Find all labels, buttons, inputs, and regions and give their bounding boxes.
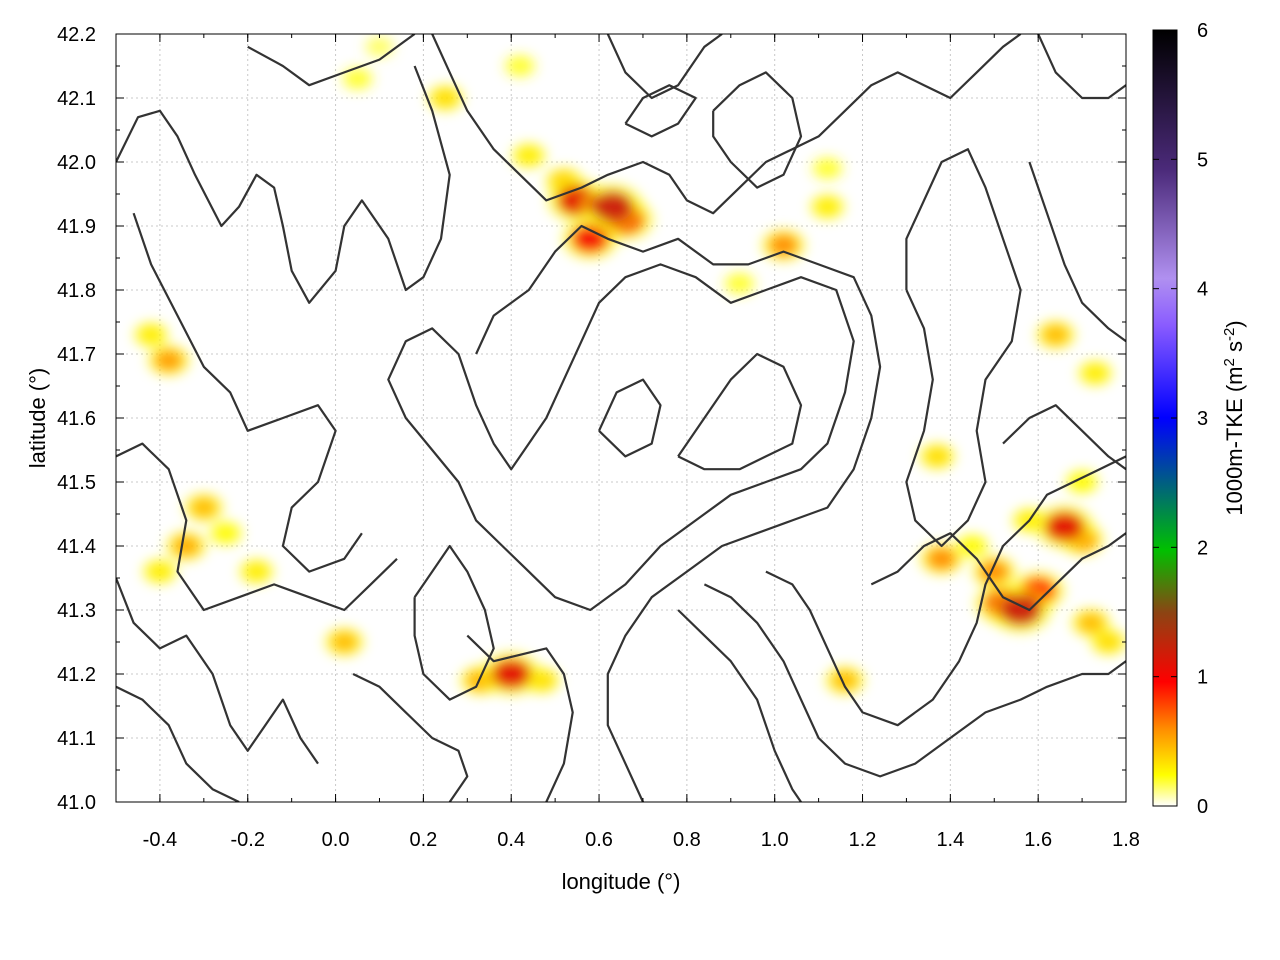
contour-line-13 (624, 84, 697, 138)
tke-hotspot-27 (926, 547, 957, 571)
x-tick-label-4: 0.4 (497, 829, 525, 851)
axis-ticks (115, 33, 1127, 803)
tke-hotspot-22 (728, 275, 751, 292)
x-tick-label-9: 1.4 (936, 829, 964, 851)
y-tick-label-5: 41.5 (57, 472, 96, 494)
colorbar-tick-label-4: 4 (1197, 279, 1208, 301)
y-tick-label-10: 42.0 (57, 152, 96, 174)
colorbar-tick-label-0: 0 (1197, 796, 1208, 818)
contour-line-1 (247, 34, 416, 87)
contour-line-3 (116, 442, 398, 612)
contour-line-16 (1028, 161, 1126, 343)
y-tick-label-4: 41.4 (57, 536, 96, 558)
tke-hotspot-6 (432, 88, 458, 108)
tke-hotspot-2 (591, 191, 634, 223)
x-tick-label-7: 1.0 (761, 829, 789, 851)
x-tick-label-10: 1.6 (1024, 829, 1052, 851)
tke-hotspot-5 (516, 146, 541, 165)
contour-line-18 (703, 583, 1126, 778)
terrain-contours (116, 34, 1126, 802)
x-tick-label-2: 0.0 (322, 829, 350, 851)
y-tick-label-12: 42.2 (57, 24, 96, 46)
contour-line-4 (116, 577, 319, 765)
x-axis-label: longitude (°) (562, 869, 681, 894)
tke-hotspot-16 (147, 562, 172, 581)
contour-line-6 (352, 673, 469, 802)
tke-hotspot-12 (190, 497, 218, 518)
tke-hotspot-29 (979, 560, 1010, 583)
tke-hotspot-31 (999, 594, 1042, 626)
contour-line-2 (132, 212, 363, 573)
tke-hotspot-26 (924, 447, 950, 466)
y-tick-label-2: 41.2 (57, 664, 96, 686)
colorbar-tick-label-5: 5 (1197, 149, 1208, 171)
contour-line-7 (466, 634, 574, 802)
tke-hotspot-33 (1044, 511, 1085, 542)
contour-line-21 (870, 532, 1126, 612)
tke-hotspot-9 (509, 57, 531, 75)
contour-line-24 (598, 378, 662, 458)
contour-line-20 (765, 455, 1126, 727)
x-tick-label-11: 1.8 (1112, 829, 1140, 851)
tke-hotspot-11 (139, 325, 164, 344)
tke-hotspot-37 (1042, 324, 1070, 345)
colorbar-tick-label-3: 3 (1197, 408, 1208, 430)
x-tick-label-5: 0.6 (585, 829, 613, 851)
x-tick-labels: -0.4 -0.2 0.0 0.2 0.4 0.6 0.8 1.0 1.2 1.4 1.6 1.8 (143, 829, 1140, 851)
y-tick-label-9: 41.9 (57, 216, 96, 238)
tke-hotspot-17 (330, 631, 358, 653)
y-tick-label-1: 41.1 (57, 728, 96, 750)
contour-line-0 (116, 65, 451, 304)
tke-hotspot-8 (368, 38, 390, 55)
contour-line-22 (677, 352, 803, 471)
tke-hotspot-21 (768, 233, 799, 257)
y-tick-label-6: 41.6 (57, 408, 96, 430)
contour-line-14 (905, 148, 1022, 548)
tke-hotspot-36 (1095, 632, 1121, 652)
tke-hotspot-1 (571, 224, 610, 254)
tke-hotspot-25 (816, 160, 839, 177)
colorbar-tick-label-2: 2 (1197, 537, 1208, 559)
tke-hotspot-15 (244, 562, 269, 581)
contour-line-15 (1037, 34, 1126, 100)
tke-hotspot-10 (154, 349, 184, 372)
tke-hotspot-13 (172, 535, 201, 557)
x-tick-label-3: 0.2 (409, 829, 437, 851)
tke-hotspot-23 (815, 197, 840, 216)
colorbar-tick-label-1: 1 (1197, 667, 1208, 689)
tke-hotspot-24 (831, 670, 859, 691)
y-tick-label-8: 41.8 (57, 280, 96, 302)
tke-hotspot-19 (491, 659, 532, 689)
contour-line-5 (116, 685, 240, 802)
x-tick-label-1: -0.2 (231, 829, 265, 851)
y-tick-label-7: 41.7 (57, 344, 96, 366)
y-tick-label-3: 41.3 (57, 600, 96, 622)
contour-line-23 (413, 544, 495, 701)
x-tick-label-0: -0.4 (143, 829, 177, 851)
tke-hotspot-7 (346, 70, 369, 88)
y-tick-labels: 41.0 41.1 41.2 41.3 41.4 41.5 41.6 41.7 41.8 41.9… (57, 24, 96, 814)
contour-line-8 (387, 263, 855, 612)
colorbar-ticks: 0 1 2 3 4 5 6 (1153, 20, 1208, 818)
contour-line-17 (1002, 404, 1126, 471)
contour-line-12 (712, 71, 803, 189)
tke-hotspot-35 (1077, 612, 1105, 633)
y-tick-label-0: 41.0 (57, 792, 96, 814)
contour-line-9 (475, 224, 882, 802)
colorbar-tick-label-6: 6 (1197, 20, 1208, 42)
x-tick-label-6: 0.8 (673, 829, 701, 851)
y-axis-label: latitude (°) (25, 368, 50, 469)
contour-line-19 (677, 609, 802, 802)
colorbar-label: 1000m-TKE (m2 s-2) (1221, 320, 1248, 515)
tke-hotspot-14 (214, 524, 238, 542)
y-tick-label-11: 42.1 (57, 88, 96, 110)
tke-hotspot-38 (1083, 364, 1108, 383)
contour-line-11 (606, 34, 723, 100)
x-tick-label-8: 1.2 (849, 829, 877, 851)
tke-hotspot-40 (1070, 473, 1094, 491)
contour-line-10 (431, 34, 1022, 215)
